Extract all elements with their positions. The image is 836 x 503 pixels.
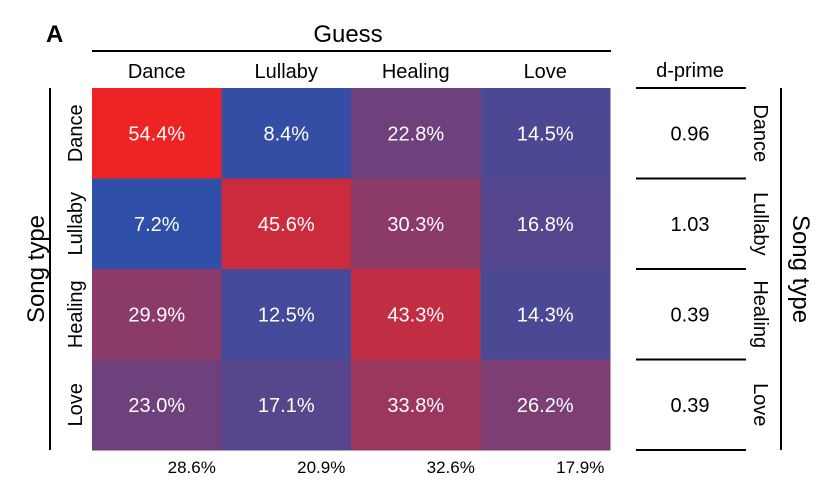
panel-label: A bbox=[46, 21, 63, 48]
dprime-header: d-prime bbox=[656, 60, 724, 82]
cell-value-label: 30.3% bbox=[387, 214, 444, 236]
heatmap-cell bbox=[480, 269, 611, 360]
column-total: 28.6% bbox=[168, 458, 216, 477]
heatmap-cell bbox=[221, 88, 352, 179]
column-total: 32.6% bbox=[427, 458, 475, 477]
cell-value-label: 8.4% bbox=[263, 123, 309, 145]
cell-value-label: 26.2% bbox=[517, 395, 574, 417]
cell-value-label: 29.9% bbox=[128, 304, 185, 326]
right-row-label: Healing bbox=[749, 280, 771, 348]
row-label: Lullaby bbox=[65, 192, 87, 255]
heatmap-cell bbox=[92, 359, 222, 451]
column-label: Lullaby bbox=[255, 61, 318, 83]
right-row-label: Love bbox=[749, 383, 771, 426]
heatmap-cell bbox=[351, 88, 481, 179]
right-row-label: Lullaby bbox=[749, 192, 771, 255]
cell-value-label: 54.4% bbox=[128, 123, 185, 145]
column-label: Dance bbox=[128, 61, 186, 83]
column-label: Healing bbox=[382, 61, 450, 83]
heatmap-cell bbox=[221, 269, 352, 360]
cell-value-label: 22.8% bbox=[387, 123, 444, 145]
dprime-value: 0.39 bbox=[671, 304, 710, 326]
cell-value-label: 17.1% bbox=[258, 395, 315, 417]
dprime-column: 0.96 1.03 0.39 0.39 bbox=[636, 87, 746, 451]
dprime-value: 1.03 bbox=[671, 214, 710, 236]
heatmap-cells bbox=[92, 88, 611, 451]
heatmap-cell bbox=[351, 359, 481, 451]
heatmap-cell bbox=[351, 178, 481, 270]
cell-value-label: 14.5% bbox=[517, 123, 574, 145]
dprime-value: 0.96 bbox=[671, 123, 710, 145]
cell-value-label: 12.5% bbox=[258, 304, 315, 326]
heatmap-cell bbox=[92, 269, 222, 360]
heatmap-cell bbox=[480, 88, 611, 179]
y-axis-title: Song type bbox=[23, 215, 50, 323]
column-total: 17.9% bbox=[556, 458, 604, 477]
heatmap-cell bbox=[221, 178, 352, 270]
column-labels: Dance Lullaby Healing Love bbox=[128, 61, 567, 83]
heatmap-cell bbox=[92, 88, 222, 179]
cell-value-label: 43.3% bbox=[387, 304, 444, 326]
row-labels: Dance Lullaby Healing Love bbox=[65, 104, 87, 426]
column-totals: 28.6% 20.9% 32.6% 17.9% bbox=[168, 458, 605, 477]
column-total: 20.9% bbox=[297, 458, 345, 477]
column-label: Love bbox=[524, 61, 567, 83]
cell-value-label: 16.8% bbox=[517, 214, 574, 236]
cell-value-label: 14.3% bbox=[517, 304, 574, 326]
cell-value-label: 33.8% bbox=[387, 395, 444, 417]
heatmap-cell bbox=[92, 178, 222, 270]
heatmap-cell bbox=[480, 359, 611, 451]
right-row-labels: Dance Lullaby Healing Love bbox=[749, 104, 771, 426]
cell-value-labels: 54.4% 8.4% 22.8% 14.5% 7.2% 45.6% 30.3% 16.8% 29… bbox=[128, 123, 573, 417]
x-axis-title: Guess bbox=[313, 21, 382, 48]
cell-value-label: 7.2% bbox=[134, 214, 180, 236]
right-row-label: Dance bbox=[749, 104, 771, 162]
dprime-value: 0.39 bbox=[671, 395, 710, 417]
cell-value-label: 45.6% bbox=[258, 214, 315, 236]
heatmap-cell bbox=[480, 178, 611, 270]
right-axis-title: Song type bbox=[787, 215, 814, 323]
row-label: Healing bbox=[65, 280, 87, 348]
row-label: Love bbox=[65, 383, 87, 426]
heatmap-cell bbox=[351, 269, 481, 360]
row-label: Dance bbox=[65, 104, 87, 162]
cell-value-label: 23.0% bbox=[128, 395, 185, 417]
heatmap-cell bbox=[221, 359, 352, 451]
